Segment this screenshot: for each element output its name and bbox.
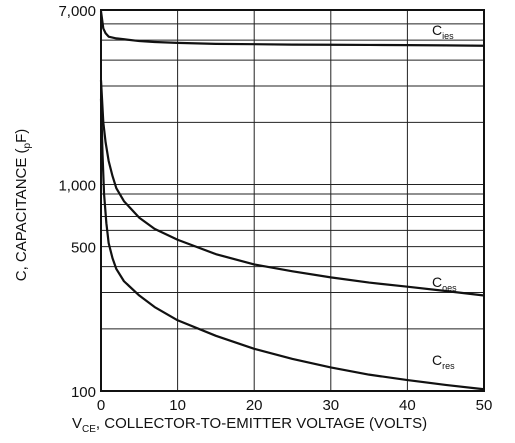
- x-tick-label: 30: [322, 397, 339, 414]
- x-tick-label: 10: [169, 397, 186, 414]
- series-line-ies: [99, 11, 485, 47]
- x-tick-label: 50: [476, 397, 493, 414]
- series-label-oes: Coes: [432, 274, 457, 293]
- x-tick-label: 20: [246, 397, 263, 414]
- series-curves: [99, 11, 485, 391]
- y-axis-label: C, CAPACITANCE (pF): [13, 129, 33, 282]
- x-axis-label: VCE, COLLECTOR-TO-EMITTER VOLTAGE (VOLTS…: [72, 415, 427, 435]
- y-tick-label: 500: [71, 240, 96, 257]
- series-label-ies: Cies: [432, 22, 454, 41]
- y-tick-label: 1,000: [58, 178, 96, 195]
- grid: [101, 10, 484, 391]
- series-line-res: [99, 98, 485, 391]
- series-label-res: Cres: [432, 352, 455, 371]
- y-tick-label: 100: [71, 384, 96, 401]
- series-labels: Cies Coes Cres: [432, 22, 457, 371]
- x-tick-label: 40: [399, 397, 416, 414]
- x-tick-labels: 0 10 20 30 40 50: [97, 397, 493, 414]
- plot-frame: [100, 9, 485, 392]
- y-tick-labels: 100 500 1,000 7,000: [58, 3, 96, 401]
- x-tick-label: 0: [97, 397, 105, 414]
- y-tick-label: 7,000: [58, 3, 96, 20]
- series-line-oes: [99, 80, 485, 297]
